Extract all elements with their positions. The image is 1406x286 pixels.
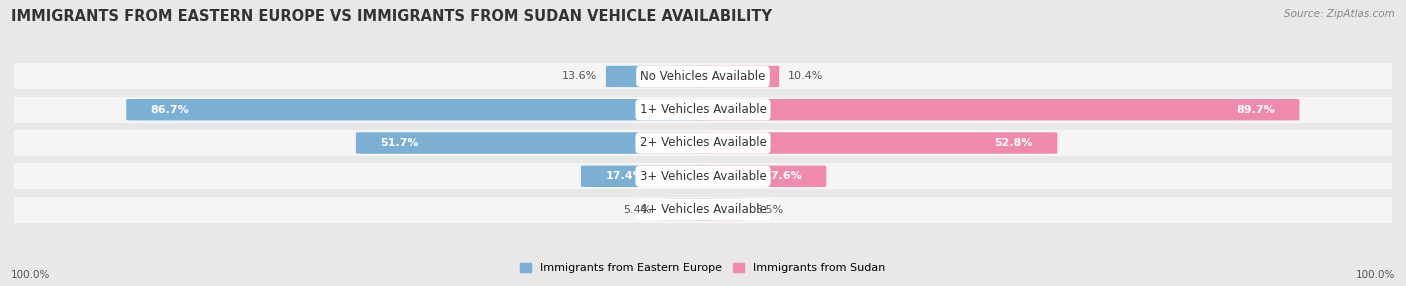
- Text: 10.4%: 10.4%: [787, 72, 823, 82]
- FancyBboxPatch shape: [356, 132, 711, 154]
- Text: 89.7%: 89.7%: [1236, 105, 1275, 115]
- Text: IMMIGRANTS FROM EASTERN EUROPE VS IMMIGRANTS FROM SUDAN VEHICLE AVAILABILITY: IMMIGRANTS FROM EASTERN EUROPE VS IMMIGR…: [11, 9, 772, 23]
- FancyBboxPatch shape: [606, 66, 711, 87]
- FancyBboxPatch shape: [695, 199, 747, 220]
- Bar: [14, 97, 1392, 123]
- FancyBboxPatch shape: [581, 166, 711, 187]
- Text: 52.8%: 52.8%: [994, 138, 1033, 148]
- Text: 5.4%: 5.4%: [623, 204, 651, 214]
- Text: 5.5%: 5.5%: [755, 204, 783, 214]
- Bar: [14, 130, 1392, 156]
- Bar: [14, 163, 1392, 189]
- Text: 17.4%: 17.4%: [605, 171, 644, 181]
- Text: 100.0%: 100.0%: [11, 270, 51, 280]
- Text: 13.6%: 13.6%: [562, 72, 598, 82]
- FancyBboxPatch shape: [127, 99, 711, 120]
- Text: 2+ Vehicles Available: 2+ Vehicles Available: [640, 136, 766, 150]
- Text: 17.6%: 17.6%: [763, 171, 801, 181]
- Text: 3+ Vehicles Available: 3+ Vehicles Available: [640, 170, 766, 183]
- Text: 100.0%: 100.0%: [1355, 270, 1395, 280]
- Text: 1+ Vehicles Available: 1+ Vehicles Available: [640, 103, 766, 116]
- Bar: [14, 63, 1392, 90]
- Text: 4+ Vehicles Available: 4+ Vehicles Available: [640, 203, 766, 216]
- Text: Source: ZipAtlas.com: Source: ZipAtlas.com: [1284, 9, 1395, 19]
- Text: No Vehicles Available: No Vehicles Available: [640, 70, 766, 83]
- FancyBboxPatch shape: [695, 132, 1057, 154]
- Text: 86.7%: 86.7%: [150, 105, 190, 115]
- FancyBboxPatch shape: [695, 66, 779, 87]
- FancyBboxPatch shape: [659, 199, 711, 220]
- FancyBboxPatch shape: [695, 166, 827, 187]
- FancyBboxPatch shape: [695, 99, 1299, 120]
- Text: 51.7%: 51.7%: [380, 138, 419, 148]
- Bar: [14, 196, 1392, 223]
- Legend: Immigrants from Eastern Europe, Immigrants from Sudan: Immigrants from Eastern Europe, Immigran…: [516, 258, 890, 278]
